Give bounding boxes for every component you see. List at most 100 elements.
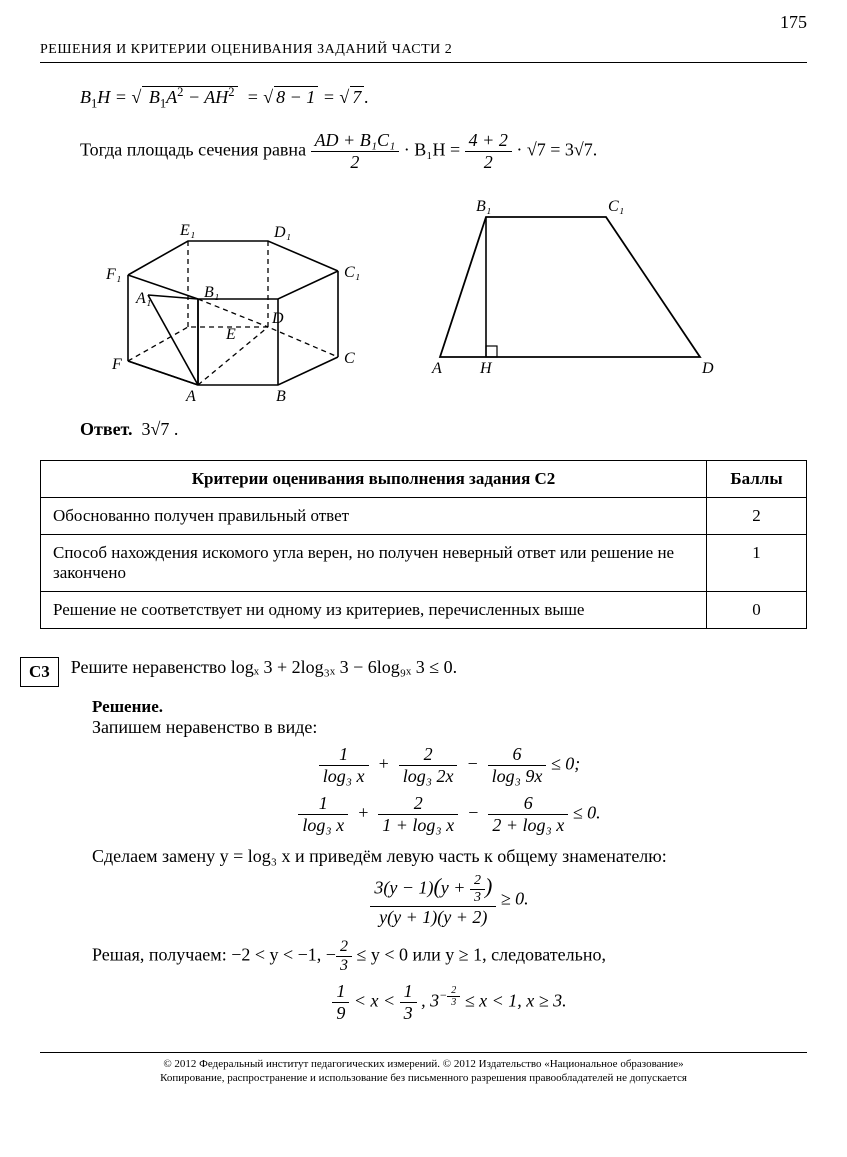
t-B1: B₁ <box>476 198 491 215</box>
t-A: A <box>431 360 442 377</box>
p1d2: 2 <box>465 152 512 173</box>
frac-area2: 4 + 2 2 <box>465 130 512 173</box>
s3fn: 2 <box>336 938 352 957</box>
e2t3n: 6 <box>488 793 568 815</box>
page: 175 РЕШЕНИЯ И КРИТЕРИИ ОЦЕНИВАНИЯ ЗАДАНИ… <box>0 0 847 1105</box>
rub-h2: Баллы <box>707 460 807 497</box>
footer-line1: © 2012 Федеральный институт педагогическ… <box>40 1057 807 1071</box>
table-row: Обоснованно получен правильный ответ 2 <box>41 497 807 534</box>
lbl-A1: A₁ <box>135 290 151 307</box>
task-text: Решите неравенство logₓ 3 + 2log₃ₓ 3 − 6… <box>71 657 457 678</box>
r1c: A <box>166 87 177 107</box>
solution-label: Решение. <box>92 697 807 717</box>
r1e: AH <box>204 87 228 107</box>
e4t2d: 3 <box>400 1003 417 1024</box>
r3: 7 <box>350 86 364 107</box>
rub-2p: 0 <box>707 591 807 628</box>
r1f: 2 <box>228 85 234 99</box>
r2: 8 − 1 <box>274 86 318 107</box>
e3den: y(y + 1)(y + 2) <box>370 907 496 928</box>
e2t3d: 2 + log₃ x <box>488 815 568 836</box>
s3b: ≤ y < 0 или y ≥ 1, следовательно, <box>352 944 606 964</box>
rub-1t: Способ нахождения искомого угла верен, н… <box>41 534 707 591</box>
e3nbn: 2 <box>470 873 485 890</box>
e2t1d: log₃ x <box>298 815 348 836</box>
e4t2n: 1 <box>400 981 417 1003</box>
e2t2d: 1 + log₃ x <box>378 815 458 836</box>
task-label-box: С3 <box>20 657 59 687</box>
sol-line3: Решая, получаем: −2 < y < −1, −23 ≤ y < … <box>92 938 807 975</box>
e1t3n: 6 <box>488 744 547 766</box>
e4end: ≤ x < 1, x ≥ 3. <box>465 990 567 1010</box>
e3end: ≥ 0. <box>501 888 529 908</box>
e2t1n: 1 <box>298 793 348 815</box>
e1t3d: log₃ 9x <box>488 766 547 787</box>
equation-b1h: B1H = √ B1A2 − AH2 = √8 − 1 = √7. <box>80 85 807 112</box>
lbl-A: A <box>185 388 196 403</box>
figure-trapezoid: A B₁ C₁ D H <box>420 193 720 383</box>
sol-eq3: 3(y − 1)(y + 23) y(y + 1)(y + 2) ≥ 0. <box>92 873 807 928</box>
e4t1n: 1 <box>332 981 349 1003</box>
table-row: Решение не соответствует ни одному из кр… <box>41 591 807 628</box>
e1t2n: 2 <box>399 744 458 766</box>
lbl-E1: E₁ <box>179 222 195 239</box>
e4ed: 3 <box>447 997 460 1008</box>
m1-eq3: = <box>323 87 335 107</box>
e3nbd: 3 <box>470 890 485 906</box>
s3a: Решая, получаем: −2 < y < −1, − <box>92 944 336 964</box>
sol-line1: Запишем неравенство в виде: <box>92 717 807 738</box>
rub-h1: Критерии оценивания выполнения задания С… <box>41 460 707 497</box>
e1t1d: log₃ x <box>319 766 369 787</box>
p1e: · √7 = 3√7. <box>516 139 597 159</box>
answer: Ответ. 3√7 . <box>80 419 807 440</box>
m1-eq1: = <box>115 87 127 107</box>
rub-2t: Решение не соответствует ни одному из кр… <box>41 591 707 628</box>
e3na: 3(y − 1) <box>374 877 433 897</box>
sol-line2: Сделаем замену y = log₃ x и приведём лев… <box>92 846 807 867</box>
e2t2n: 2 <box>378 793 458 815</box>
e2end: ≤ 0. <box>573 802 601 822</box>
p1n: AD + B₁C₁ <box>311 130 400 152</box>
ans-lbl: Ответ. <box>80 419 133 439</box>
e1t2d: log₃ 2x <box>399 766 458 787</box>
rub-0p: 2 <box>707 497 807 534</box>
lbl-B1: B₁ <box>204 284 219 301</box>
p1a: Тогда площадь сечения равна <box>80 139 311 159</box>
r1m: − <box>183 87 204 107</box>
sol-eq1: 1log₃ x + 2log₃ 2x − 6log₃ 9x ≤ 0; <box>92 744 807 787</box>
sqrt1: √ B1A2 − AH2 <box>131 85 237 112</box>
sol-eq2: 1log₃ x + 21 + log₃ x − 62 + log₃ x ≤ 0. <box>92 793 807 836</box>
lbl-F1: F₁ <box>105 266 121 283</box>
lbl-D: D <box>271 310 284 327</box>
e4m2: , 3 <box>421 990 439 1010</box>
p1m: · B₁H = <box>404 139 465 159</box>
s3fd: 3 <box>336 957 352 975</box>
section-header: РЕШЕНИЯ И КРИТЕРИИ ОЦЕНИВАНИЯ ЗАДАНИЙ ЧА… <box>40 20 807 63</box>
footer-line2: Копирование, распространение и использов… <box>40 1071 807 1085</box>
e4t1d: 9 <box>332 1003 349 1024</box>
rubric-table: Критерии оценивания выполнения задания С… <box>40 460 807 629</box>
solution-block: Решение. Запишем неравенство в виде: 1lo… <box>92 697 807 1024</box>
p1d: 2 <box>311 152 400 173</box>
lbl-B: B <box>276 388 286 403</box>
table-row: Способ нахождения искомого угла верен, н… <box>41 534 807 591</box>
e3num: 3(y − 1)(y + 23) <box>370 873 496 907</box>
m1-eq2: = <box>247 87 259 107</box>
lbl-E: E <box>225 326 236 343</box>
para-area: Тогда площадь сечения равна AD + B₁C₁ 2 … <box>80 130 807 173</box>
t-H: H <box>479 360 493 377</box>
t-C1: C₁ <box>608 198 624 215</box>
sol-eq4: 19 < x < 13 , 3−23 ≤ x < 1, x ≥ 3. <box>92 981 807 1024</box>
sqrt3: √7 <box>339 87 364 108</box>
m1-H: H <box>97 87 110 107</box>
ans-val: 3√7 . <box>142 419 179 439</box>
lbl-C: C <box>344 350 355 367</box>
e1t1n: 1 <box>319 744 369 766</box>
figures-row: E F₁ A₁ B₁ C₁ D₁ E₁ F A B C D A B₁ <box>80 193 807 403</box>
e4en: 2 <box>447 985 460 997</box>
e1end: ≤ 0; <box>551 753 580 773</box>
e4m1: < x < <box>354 990 400 1010</box>
lbl-D1: D₁ <box>273 224 291 241</box>
lbl-F: F <box>111 356 122 373</box>
lbl-C1: C₁ <box>344 264 360 281</box>
